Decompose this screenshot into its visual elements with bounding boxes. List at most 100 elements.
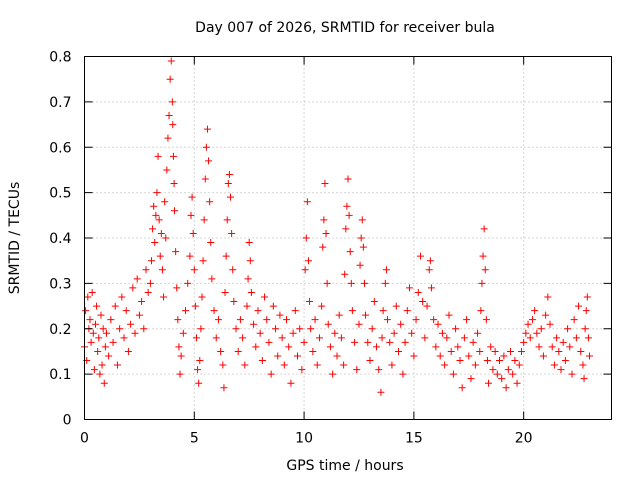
data-point xyxy=(278,334,286,342)
data-point xyxy=(187,211,195,219)
data-point xyxy=(309,347,317,355)
data-point xyxy=(163,166,171,174)
y-tick-label: 0.1 xyxy=(49,367,71,383)
x-tick-labels: 0 5 10 15 20 xyxy=(80,431,533,447)
data-point xyxy=(152,211,160,219)
data-point xyxy=(377,388,385,396)
data-point xyxy=(212,334,220,342)
data-point xyxy=(263,316,271,324)
data-point xyxy=(469,338,477,346)
data-point xyxy=(176,370,184,378)
data-point xyxy=(581,325,589,333)
data-point xyxy=(410,352,418,360)
data-points xyxy=(81,57,594,396)
data-point xyxy=(298,366,306,374)
data-point xyxy=(511,357,519,365)
data-point xyxy=(241,361,249,369)
data-point xyxy=(584,334,592,342)
data-point xyxy=(533,329,541,337)
data-point xyxy=(205,157,213,165)
data-point xyxy=(386,338,394,346)
y-tick-label: 0.6 xyxy=(49,140,71,156)
data-point xyxy=(449,370,457,378)
data-point xyxy=(463,316,471,324)
data-point xyxy=(318,302,326,310)
data-point xyxy=(182,307,190,315)
data-point xyxy=(160,293,168,301)
data-point xyxy=(323,279,331,287)
data-point xyxy=(485,379,493,387)
data-point xyxy=(355,320,363,328)
data-point xyxy=(168,98,176,106)
data-point xyxy=(174,316,182,324)
data-point xyxy=(274,352,282,360)
data-point xyxy=(140,325,148,333)
axis-ticks xyxy=(84,56,612,420)
data-point xyxy=(247,288,255,296)
data-point xyxy=(329,370,337,378)
data-point xyxy=(342,225,350,233)
data-point xyxy=(373,343,381,351)
data-point xyxy=(196,357,204,365)
data-point xyxy=(246,257,254,265)
data-point xyxy=(177,352,185,360)
data-point xyxy=(150,202,158,210)
data-point xyxy=(198,293,206,301)
data-point xyxy=(477,307,485,315)
data-point xyxy=(537,325,545,333)
grid xyxy=(84,56,612,420)
data-point xyxy=(138,298,146,306)
data-point xyxy=(546,320,554,328)
data-point xyxy=(220,384,228,392)
data-point xyxy=(261,293,269,301)
data-point xyxy=(496,357,504,365)
data-point xyxy=(239,334,247,342)
data-point xyxy=(111,302,119,310)
data-point xyxy=(171,207,179,215)
data-point xyxy=(90,366,98,374)
data-point xyxy=(228,229,236,237)
data-point xyxy=(94,347,102,355)
data-point xyxy=(456,357,464,365)
data-point xyxy=(149,225,157,233)
data-point xyxy=(304,257,312,265)
data-point xyxy=(443,334,451,342)
data-point xyxy=(153,189,161,197)
data-point xyxy=(555,347,563,355)
data-point xyxy=(384,316,392,324)
data-point xyxy=(147,257,155,265)
data-point xyxy=(223,216,231,224)
data-point xyxy=(166,75,174,83)
data-point xyxy=(221,288,229,296)
data-point xyxy=(476,347,484,355)
data-point xyxy=(208,275,216,283)
data-point xyxy=(142,266,150,274)
data-point xyxy=(173,284,181,292)
data-point xyxy=(356,261,364,269)
data-point xyxy=(572,334,580,342)
data-point xyxy=(162,234,170,242)
data-point xyxy=(364,338,372,346)
data-point xyxy=(146,279,154,287)
data-point xyxy=(359,243,367,251)
data-point xyxy=(189,229,197,237)
data-point xyxy=(88,288,96,296)
data-point xyxy=(550,361,558,369)
data-point xyxy=(258,357,266,365)
data-point xyxy=(207,239,215,247)
data-point xyxy=(509,370,517,378)
data-point xyxy=(306,298,314,306)
data-point xyxy=(105,352,113,360)
data-point xyxy=(250,320,258,328)
data-point xyxy=(340,361,348,369)
data-point xyxy=(403,307,411,315)
data-point xyxy=(357,234,365,242)
data-point xyxy=(471,361,479,369)
data-point xyxy=(158,266,166,274)
data-point xyxy=(107,316,115,324)
data-point xyxy=(487,343,495,351)
data-point xyxy=(164,134,172,142)
data-point xyxy=(291,307,299,315)
data-point xyxy=(370,298,378,306)
data-point xyxy=(460,334,468,342)
